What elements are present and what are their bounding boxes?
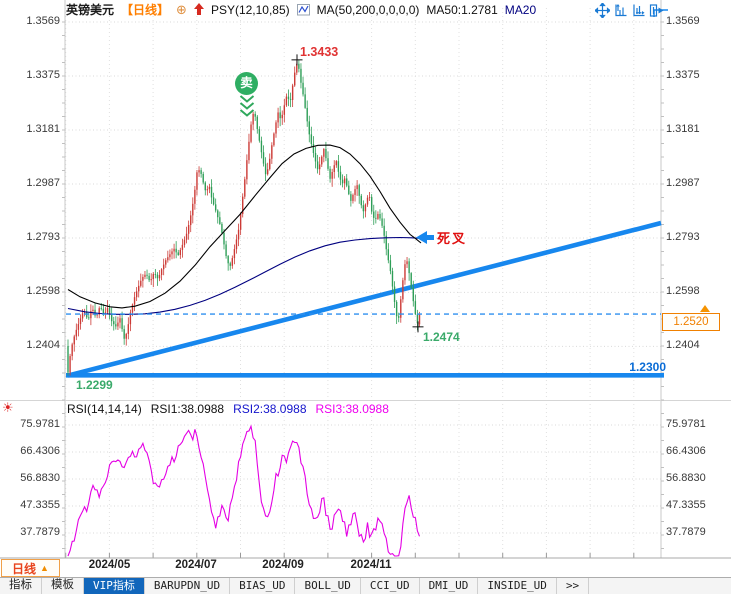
current-price-box: 1.2520: [662, 313, 720, 331]
rsi-settings-sun-icon[interactable]: ☀: [2, 400, 14, 415]
tab-10[interactable]: >>: [557, 578, 590, 594]
y-axis-label-left: 1.2793: [26, 231, 60, 244]
psy-indicator-label: PSY(12,10,85): [210, 2, 290, 17]
chart-header: 英镑美元 【日线】 ⊕ PSY(12,10,85) MA(50,200,0,0,…: [66, 1, 537, 18]
timeframe-arrow-icon: ▲: [40, 563, 49, 573]
start-low-label: 1.2299: [76, 378, 113, 392]
symbol-title: 英镑美元: [66, 3, 115, 17]
rsi-axis-label-left: 47.3355: [20, 499, 60, 511]
rsi-axis-label-right: 37.7879: [666, 526, 706, 538]
circle-plus-icon[interactable]: ⊕: [176, 1, 187, 17]
rsi2-value: RSI2:38.0988: [233, 402, 307, 416]
axis-scale-up-icon[interactable]: [613, 3, 628, 18]
tab-7[interactable]: CCI_UD: [361, 578, 420, 594]
tab-4[interactable]: BARUPDN_UD: [145, 578, 231, 594]
rsi-axis-label-right: 47.3355: [666, 499, 706, 511]
y-axis-label-right: 1.2404: [666, 339, 700, 352]
tab-1[interactable]: 指标: [0, 578, 42, 594]
rsi-axis-label-right: 66.4306: [666, 445, 706, 457]
ma50-value-label: MA50:1.2781: [426, 2, 498, 17]
axis-scale-right-icon[interactable]: [631, 3, 646, 18]
x-axis-month-label: 2024/07: [175, 559, 217, 571]
rsi-axis-label-left: 66.4306: [20, 445, 60, 457]
rsi-axis-label-right: 75.9781: [666, 418, 706, 430]
y-axis-label-right: 1.3181: [666, 123, 700, 136]
collapse-pane-icon[interactable]: [649, 3, 664, 18]
y-axis-label-right: 1.2987: [666, 177, 700, 190]
recent-low-label: 1.2474: [423, 330, 460, 344]
tab-3[interactable]: VIP指标: [84, 578, 145, 594]
y-axis-label-left: 1.3375: [26, 69, 60, 81]
x-axis-month-label: 2024/05: [88, 559, 131, 571]
rsi1-value: RSI1:38.0988: [150, 402, 225, 416]
peak-price-label: 1.3433: [300, 45, 339, 59]
y-axis-label-left: 1.2987: [26, 177, 60, 190]
tab-6[interactable]: BOLL_UD: [295, 578, 361, 594]
timeframe-label: 日线: [12, 561, 37, 576]
chart-toolbar: [595, 3, 664, 18]
x-axis-month-label: 2024/09: [262, 559, 304, 571]
rsi3-value: RSI3:38.0988: [315, 402, 389, 416]
y-axis-label-right: 1.2793: [666, 231, 700, 244]
y-axis-label-left: 1.3181: [26, 123, 60, 136]
price-up-triangle-icon: [700, 305, 710, 312]
x-axis-month-label: 2024/11: [350, 559, 392, 571]
y-axis-label-right: 1.3375: [666, 69, 700, 81]
indicator-tab-bar: 指标 模板 VIP指标 BARUPDN_UD BIAS_UD BOLL_UD CCI_UD D…: [0, 577, 731, 594]
tab-9[interactable]: INSIDE_UD: [478, 578, 557, 594]
support-price-label: 1.2300: [629, 360, 666, 374]
ma-chart-icon[interactable]: [296, 3, 310, 16]
rsi-indicator-name: RSI(14,14,14): [67, 402, 142, 416]
tab-8[interactable]: DMI_UD: [420, 578, 479, 594]
rsi-axis-label-left: 56.8830: [20, 472, 60, 484]
rsi-axis-label-left: 37.7879: [20, 526, 60, 538]
death-cross-label: 死叉: [437, 231, 468, 246]
ma-params-label: MA(50,200,0,0,0,0): [316, 2, 420, 17]
y-axis-label-left: 1.2404: [26, 339, 60, 352]
y-axis-label-left: 1.3569: [26, 15, 60, 27]
period-tag: 【日线】: [121, 3, 170, 17]
rsi-axis-label-right: 56.8830: [666, 472, 706, 484]
rsi-axis-label-left: 75.9781: [20, 418, 60, 430]
tab-5[interactable]: BIAS_UD: [230, 578, 296, 594]
ma20-label: MA20: [504, 2, 537, 17]
tab-2[interactable]: 模板: [42, 578, 84, 594]
timeframe-selector[interactable]: 日线 ▲: [1, 559, 60, 577]
rsi-header: RSI(14,14,14) RSI1:38.0988 RSI2:38.0988 …: [67, 402, 389, 416]
sell-signal-badge: 卖: [235, 72, 258, 95]
y-axis-label-left: 1.2598: [26, 285, 60, 298]
red-up-arrow-icon: [193, 3, 204, 15]
move-crosshair-icon[interactable]: [595, 3, 610, 18]
y-axis-label-right: 1.3569: [666, 15, 700, 27]
y-axis-label-right: 1.2598: [666, 285, 700, 298]
